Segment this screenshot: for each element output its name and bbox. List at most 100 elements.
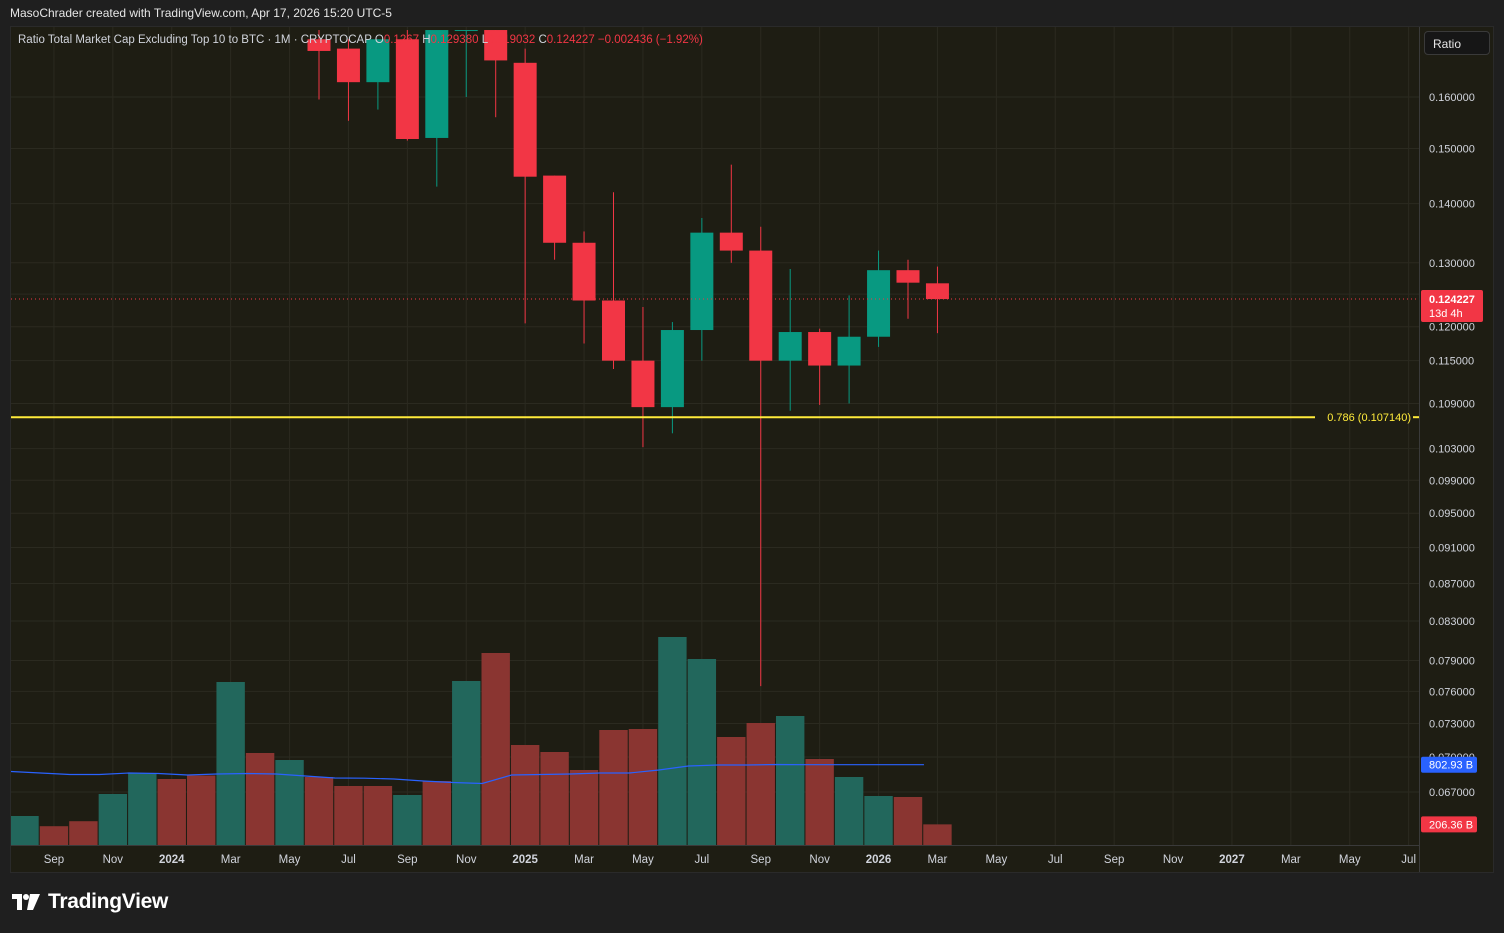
time-tick-label: Sep xyxy=(751,854,771,866)
low-value: L0.119032 xyxy=(481,34,536,46)
time-tick-label: May xyxy=(1339,854,1361,866)
time-tick-label: Sep xyxy=(1104,854,1124,866)
time-tick-label: Sep xyxy=(44,854,64,866)
volume-bar xyxy=(216,682,245,845)
price-tick-label: 0.150000 xyxy=(1429,144,1475,156)
symbol-title: Ratio Total Market Cap Excluding Top 10 … xyxy=(18,34,372,46)
candle[interactable] xyxy=(925,266,949,334)
candle[interactable] xyxy=(660,322,684,434)
price-tick-label: 0.130000 xyxy=(1429,258,1475,270)
candle[interactable] xyxy=(395,30,419,141)
candle[interactable] xyxy=(867,250,891,347)
volume-bar xyxy=(893,797,923,845)
chart-frame[interactable]: 0.786 (0.107140) 0.160000 0.150000 0.140000… xyxy=(10,26,1494,873)
volume-value: 206.36 B xyxy=(1429,819,1473,831)
volume-bar xyxy=(628,729,658,845)
price-tick-label: 0.115000 xyxy=(1429,356,1474,368)
volume-bar xyxy=(393,795,422,845)
volume-bar xyxy=(11,816,39,845)
candle[interactable] xyxy=(513,48,537,324)
candle[interactable] xyxy=(336,39,360,121)
candle[interactable] xyxy=(808,328,832,405)
candle-body xyxy=(719,232,743,251)
volume-bar xyxy=(98,794,128,845)
last-price-value: 0.124227 xyxy=(1429,294,1475,306)
candle[interactable] xyxy=(896,259,920,319)
candle[interactable] xyxy=(602,192,625,370)
time-tick-label: Jul xyxy=(341,854,356,866)
volume-bar xyxy=(599,730,628,845)
price-tick-label: 0.083000 xyxy=(1429,616,1475,628)
price-tick-label: 0.095000 xyxy=(1429,508,1475,520)
time-tick-label: May xyxy=(985,854,1007,866)
candle-body xyxy=(749,250,773,361)
time-tick-label: Jul xyxy=(1401,854,1416,866)
volume-bar xyxy=(687,659,717,845)
volume-bar xyxy=(746,723,775,845)
candle[interactable] xyxy=(454,30,478,97)
volume-bar xyxy=(304,777,334,845)
volume-bar xyxy=(363,786,393,845)
volume-badge: 206.36 B xyxy=(1421,816,1477,833)
volume-bar xyxy=(39,826,69,845)
fib-label: 0.786 (0.107140) xyxy=(1327,412,1411,424)
time-tick-label: 2026 xyxy=(866,854,892,866)
volume-bar xyxy=(658,637,687,845)
candle[interactable] xyxy=(572,231,596,344)
time-tick-label: 2027 xyxy=(1219,854,1245,866)
open-value: O0.1267 xyxy=(374,34,420,46)
price-axis[interactable]: 0.1600000.1500000.1400000.1300000.125000… xyxy=(1429,92,1475,799)
candle-body xyxy=(366,39,390,83)
volume-bar xyxy=(187,775,216,845)
candle-body xyxy=(867,270,891,337)
tradingview-logo-icon xyxy=(12,894,40,910)
time-tick-label: Sep xyxy=(397,854,417,866)
candle[interactable] xyxy=(366,39,390,110)
candle[interactable] xyxy=(307,30,331,100)
volume-bar xyxy=(334,786,363,845)
price-tick-label: 0.120000 xyxy=(1429,322,1475,334)
candle-body xyxy=(395,39,419,140)
price-tick-label: 0.067000 xyxy=(1429,787,1475,799)
time-tick-label: Mar xyxy=(574,854,594,866)
volume-bar xyxy=(540,752,569,845)
candle[interactable] xyxy=(543,175,567,260)
candle[interactable] xyxy=(778,268,802,411)
candle[interactable] xyxy=(425,30,449,187)
time-tick-label: Jul xyxy=(694,854,709,866)
time-tick-label: Nov xyxy=(103,854,124,866)
candle[interactable] xyxy=(690,217,714,361)
time-tick-label: Nov xyxy=(456,854,477,866)
candle-body xyxy=(808,332,832,366)
candle[interactable] xyxy=(631,306,655,448)
candle[interactable] xyxy=(719,164,743,263)
volume-bar xyxy=(923,824,952,845)
time-tick-label: Mar xyxy=(1281,854,1301,866)
tradingview-logo[interactable]: TradingView xyxy=(12,890,168,914)
time-tick-label: May xyxy=(632,854,654,866)
candle-body xyxy=(454,30,478,32)
volume-bar xyxy=(510,745,540,845)
volume-bar xyxy=(157,779,186,845)
time-axis[interactable]: Sep Nov 2024 Mar May Jul Sep Nov 2025 Mar May Jul Se… xyxy=(44,854,1416,866)
candle-body xyxy=(543,175,567,243)
time-tick-label: Mar xyxy=(221,854,241,866)
volume-ma-badge: 802.93 B xyxy=(1421,756,1477,773)
candle[interactable] xyxy=(837,295,861,404)
attribution-text: MasoChrader created with TradingView.com… xyxy=(10,6,392,20)
scale-mode-button[interactable]: Ratio xyxy=(1424,31,1490,55)
candle-body xyxy=(896,270,920,283)
tradingview-logo-text: TradingView xyxy=(48,890,169,913)
change-value: −0.002436 (−1.92%) xyxy=(597,34,703,46)
price-tick-label: 0.099000 xyxy=(1429,475,1475,487)
price-chart[interactable]: 0.786 (0.107140) 0.160000 0.150000 0.140000… xyxy=(11,27,1493,872)
candle[interactable] xyxy=(484,30,508,118)
candle-body xyxy=(336,48,360,83)
candle-body xyxy=(690,232,714,331)
time-tick-label: 2024 xyxy=(159,854,185,866)
price-tick-label: 0.091000 xyxy=(1429,543,1475,555)
candle[interactable] xyxy=(749,226,773,687)
price-tick-label: 0.076000 xyxy=(1429,686,1475,698)
time-tick-label: May xyxy=(279,854,301,866)
candles xyxy=(307,30,949,687)
